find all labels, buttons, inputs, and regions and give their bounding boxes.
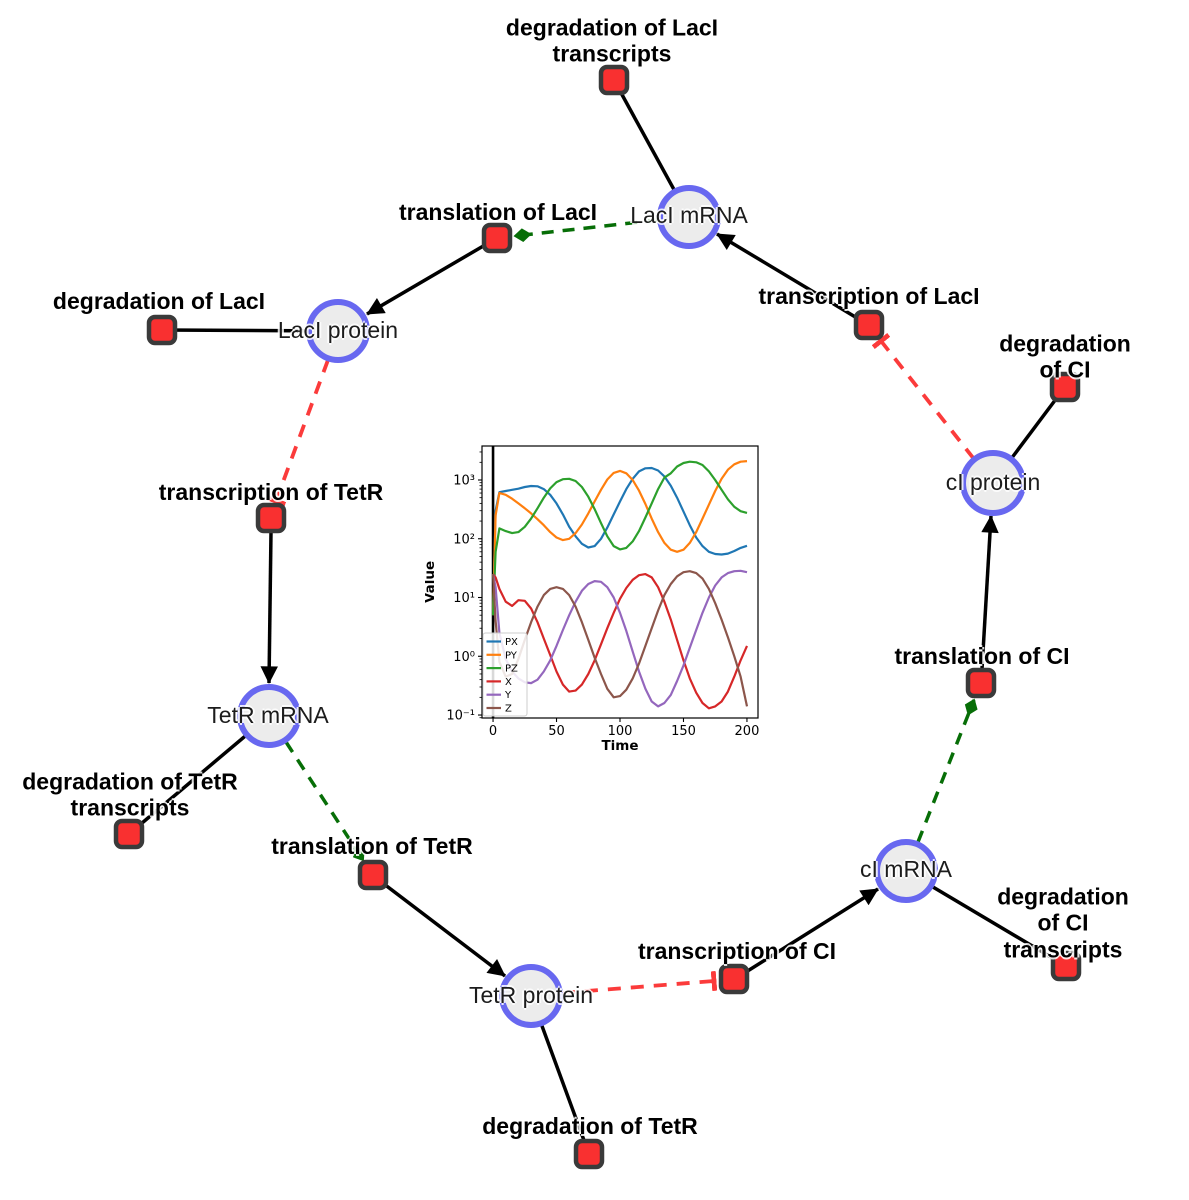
edge-tetr-protein-inhibits-transcription-ci: [561, 970, 718, 995]
label-deg-tetr-transcripts: degradation of TetR transcripts: [22, 768, 238, 821]
x-tick-label: 0: [489, 724, 497, 739]
label-transcription-ci: transcription of CI: [637, 937, 837, 964]
x-tick-label: 100: [608, 724, 633, 739]
edge-translation-laci-to-laci-protein: [366, 243, 486, 316]
legend-label-PZ: PZ: [505, 664, 518, 675]
edge-tetr-mrna-to-translation-tetr: [284, 741, 365, 862]
reaction-node-deg-ci: [1049, 371, 1081, 403]
edge-transcription-tetr-to-tetr-mrna: [260, 531, 278, 684]
edge-transcription-laci-to-laci-mrna: [716, 232, 858, 320]
label-deg-tetr: degradation of TetR: [482, 1112, 698, 1139]
series-line-Y: [491, 569, 748, 708]
series-line-PY: [491, 460, 748, 616]
edge-ci-mrna-to-translation-ci: [916, 698, 978, 843]
reaction-node-transcription-tetr: [255, 502, 287, 534]
label-tetr-mrna: TetR mRNA: [207, 701, 329, 728]
label-translation-tetr: translation of TetR: [271, 832, 473, 859]
x-tick-label: 200: [735, 724, 760, 739]
y-tick-label: 10⁻¹: [446, 709, 475, 724]
reaction-node-translation-ci: [965, 667, 997, 699]
legend-label-PX: PX: [505, 637, 518, 648]
edge-laci-protein-inhibits-transcription-tetr: [265, 359, 330, 507]
reaction-node-deg-tetr: [573, 1138, 605, 1170]
series-line-PX: [491, 466, 748, 616]
label-deg-ci-transcripts: degradation of CI transcripts: [997, 883, 1129, 963]
reaction-node-deg-laci: [146, 314, 178, 346]
legend-label-PY: PY: [505, 650, 518, 661]
edge-translation-ci-to-ci-protein: [980, 515, 999, 670]
reaction-node-deg-ci-transcripts: [1050, 950, 1082, 982]
label-ci-protein: cI protein: [945, 468, 1041, 495]
label-deg-ci: degradation of CI: [999, 330, 1131, 383]
legend-label-X: X: [505, 677, 512, 688]
reaction-node-deg-tetr-transcripts: [113, 818, 145, 850]
x-tick-label: 50: [548, 724, 565, 739]
x-tick-label: 150: [671, 724, 696, 739]
label-laci-protein: LacI protein: [277, 316, 399, 343]
label-tetr-protein: TetR protein: [468, 981, 594, 1008]
label-translation-ci: translation of CI: [894, 642, 1070, 669]
edge-transcription-ci-to-ci-mrna: [745, 887, 879, 974]
label-transcription-tetr: transcription of TetR: [158, 478, 384, 505]
label-deg-laci: degradation of LacI: [52, 287, 266, 314]
label-transcription-laci: transcription of LacI: [758, 282, 980, 309]
species-node-tetr-mrna: [237, 684, 301, 748]
series-line-X: [492, 573, 749, 710]
label-translation-laci: translation of LacI: [398, 198, 598, 225]
reaction-node-translation-laci: [481, 222, 513, 254]
y-tick-label: 10²: [453, 532, 475, 547]
species-node-ci-protein: [960, 450, 1026, 516]
series-line-Z: [491, 570, 749, 707]
legend-label-Y: Y: [504, 690, 512, 701]
reaction-node-transcription-laci: [853, 309, 885, 341]
edge-ci-protein-inhibits-transcription-laci: [871, 332, 976, 461]
simulation-plot: 0 50 100 150 200 10⁻¹ 10⁰ 10¹ 10² 10³ Time Value PX P…: [425, 445, 760, 754]
label-ci-mrna: cI mRNA: [860, 855, 952, 882]
legend-label-Z: Z: [505, 704, 512, 715]
y-axis-label: Value: [425, 561, 438, 603]
y-tick-label: 10⁰: [453, 650, 475, 665]
x-axis-label: Time: [601, 738, 638, 754]
label-deg-laci-transcripts: degradation of LacI transcripts: [505, 14, 719, 67]
reaction-node-deg-laci-transcripts: [598, 64, 630, 96]
species-node-laci-mrna: [657, 185, 721, 249]
edge-laci-mrna-to-translation-laci: [513, 218, 659, 242]
y-tick-label: 10¹: [453, 591, 475, 606]
species-node-ci-mrna: [874, 839, 938, 903]
reaction-node-translation-tetr: [357, 859, 389, 891]
label-laci-mrna: LacI mRNA: [630, 201, 748, 228]
edge-translation-tetr-to-tetr-protein: [382, 882, 507, 978]
y-tick-label: 10³: [453, 473, 475, 488]
series-line-PZ: [491, 460, 748, 616]
reaction-node-transcription-ci: [718, 963, 750, 995]
species-node-laci-protein: [306, 299, 370, 363]
species-node-tetr-protein: [499, 964, 563, 1028]
